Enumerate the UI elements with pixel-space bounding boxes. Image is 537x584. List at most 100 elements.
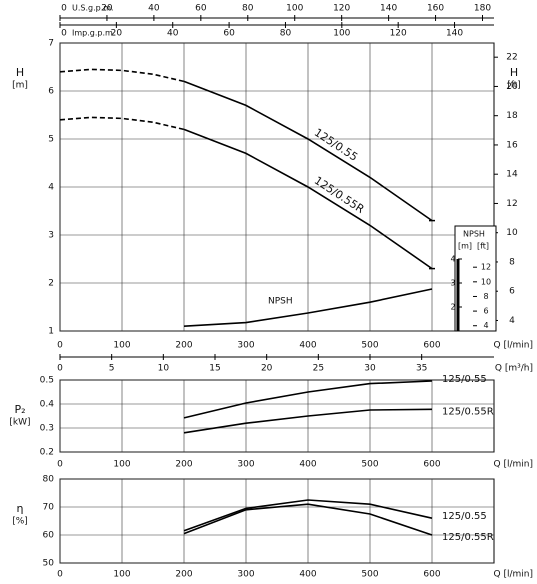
x-tick-label: 400 <box>299 570 316 580</box>
tick-label: 80 <box>242 4 254 14</box>
x-tick-label: 100 <box>113 570 130 580</box>
y2-axis-label: H <box>510 66 518 79</box>
tick-label: 120 <box>333 4 350 14</box>
tick-label: 4 <box>483 321 488 330</box>
y2-tick-label: 4 <box>509 316 515 326</box>
x-tick-label: 500 <box>361 460 378 470</box>
tick-label: 0 <box>61 29 67 39</box>
x-tick-label: 0 <box>57 460 63 470</box>
x-tick-label: 0 <box>57 341 63 351</box>
tick-label: 5 <box>109 364 115 374</box>
y2-tick-label: 22 <box>506 53 517 63</box>
plot-frame <box>59 379 495 453</box>
y-axis-label: P₂ <box>14 403 25 416</box>
x-tick-label: 500 <box>361 341 378 351</box>
x-tick-label: 200 <box>175 460 192 470</box>
y-axis-label: H <box>16 66 24 79</box>
tick-label: 20 <box>101 4 113 14</box>
series-label: 125/0.55R <box>442 406 494 417</box>
series-line <box>183 503 433 536</box>
x-tick-label: 500 <box>361 570 378 580</box>
y-axis-unit: [%] <box>12 517 28 527</box>
x-tick-label: 0 <box>57 570 63 580</box>
y2-tick-label: 14 <box>506 170 518 180</box>
tick-label: 25 <box>313 364 324 374</box>
y-tick-label: 0.3 <box>40 424 54 434</box>
plot-frame <box>59 478 495 564</box>
tick-label: 20 <box>111 29 123 39</box>
tick-label: 15 <box>209 364 220 374</box>
x-tick-label: 100 <box>113 341 130 351</box>
series-label: 125/0.55 <box>442 511 487 522</box>
series-line <box>183 80 433 222</box>
series-line <box>59 68 185 83</box>
series-label: 125/0.55R <box>442 532 494 543</box>
x-axis-label: Q [l/min] <box>494 341 533 351</box>
npsh-box <box>454 225 497 332</box>
npsh-unit: [m] <box>458 242 472 251</box>
y-axis-unit: [m] <box>12 81 28 91</box>
tick-label: 10 <box>158 364 170 374</box>
axis-label: Q [m³/h] <box>495 364 533 374</box>
y2-tick-label: 10 <box>506 228 518 238</box>
tick-label: 40 <box>148 4 160 14</box>
series-line <box>183 128 433 270</box>
tick-label: 120 <box>390 29 407 39</box>
tick-label: 20 <box>261 364 273 374</box>
x-tick-label: 400 <box>299 341 316 351</box>
tick-label: 140 <box>446 29 463 39</box>
axis-label: Imp.g.p.m. <box>72 29 115 38</box>
x-tick-label: 300 <box>237 570 254 580</box>
tick-label: 10 <box>481 277 491 286</box>
y-tick-label: 2 <box>48 279 54 289</box>
y-tick-label: 5 <box>48 135 54 145</box>
x-tick-label: 200 <box>175 570 192 580</box>
y2-axis-unit: [ft] <box>507 81 521 91</box>
x-axis-label: Q [l/min] <box>494 570 533 580</box>
y2-tick-label: 12 <box>506 199 517 209</box>
y-tick-label: 70 <box>43 503 55 513</box>
y2-tick-label: 16 <box>506 140 518 150</box>
axis-label: U.S.g.p.m. <box>72 4 114 13</box>
y-tick-label: 6 <box>48 87 54 97</box>
tick-label: 80 <box>280 29 292 39</box>
tick-label: 6 <box>483 307 488 316</box>
tick-label: 100 <box>286 4 303 14</box>
tick-label: 140 <box>380 4 397 14</box>
tick-label: 4 <box>450 255 455 264</box>
y-tick-label: 0.4 <box>40 400 55 410</box>
y-tick-label: 4 <box>48 183 54 193</box>
y-tick-label: 60 <box>43 531 55 541</box>
tick-label: 8 <box>483 292 488 301</box>
x-tick-label: 200 <box>175 341 192 351</box>
y-tick-label: 50 <box>43 559 55 569</box>
tick-label: 12 <box>481 263 491 272</box>
tick-label: 60 <box>223 29 235 39</box>
npsh-label: NPSH <box>463 230 485 239</box>
tick-label: 180 <box>474 4 491 14</box>
y-axis-unit: [kW] <box>9 418 30 428</box>
series-line <box>183 499 433 532</box>
y-tick-label: 0.5 <box>40 376 54 386</box>
tick-label: 3 <box>450 279 455 288</box>
y-axis-label: η <box>17 502 24 515</box>
y-tick-label: 7 <box>48 39 54 49</box>
x-axis-label: Q [l/min] <box>494 460 533 470</box>
x-tick-label: 400 <box>299 460 316 470</box>
x-tick-label: 300 <box>237 460 254 470</box>
series-line <box>183 408 433 434</box>
y-tick-label: 0.2 <box>40 448 54 458</box>
tick-label: 30 <box>364 364 376 374</box>
tick-label: 100 <box>333 29 350 39</box>
tick-label: 160 <box>427 4 444 14</box>
x-tick-label: 300 <box>237 341 254 351</box>
tick-label: 2 <box>450 303 455 312</box>
series-label: 125/0.55 <box>312 126 360 164</box>
y2-tick-label: 6 <box>509 287 515 297</box>
tick-label: 0 <box>57 364 63 374</box>
series-line <box>183 380 433 419</box>
y2-tick-label: 20 <box>506 82 518 92</box>
x-tick-label: 600 <box>423 570 440 580</box>
tick-label: 40 <box>167 29 179 39</box>
